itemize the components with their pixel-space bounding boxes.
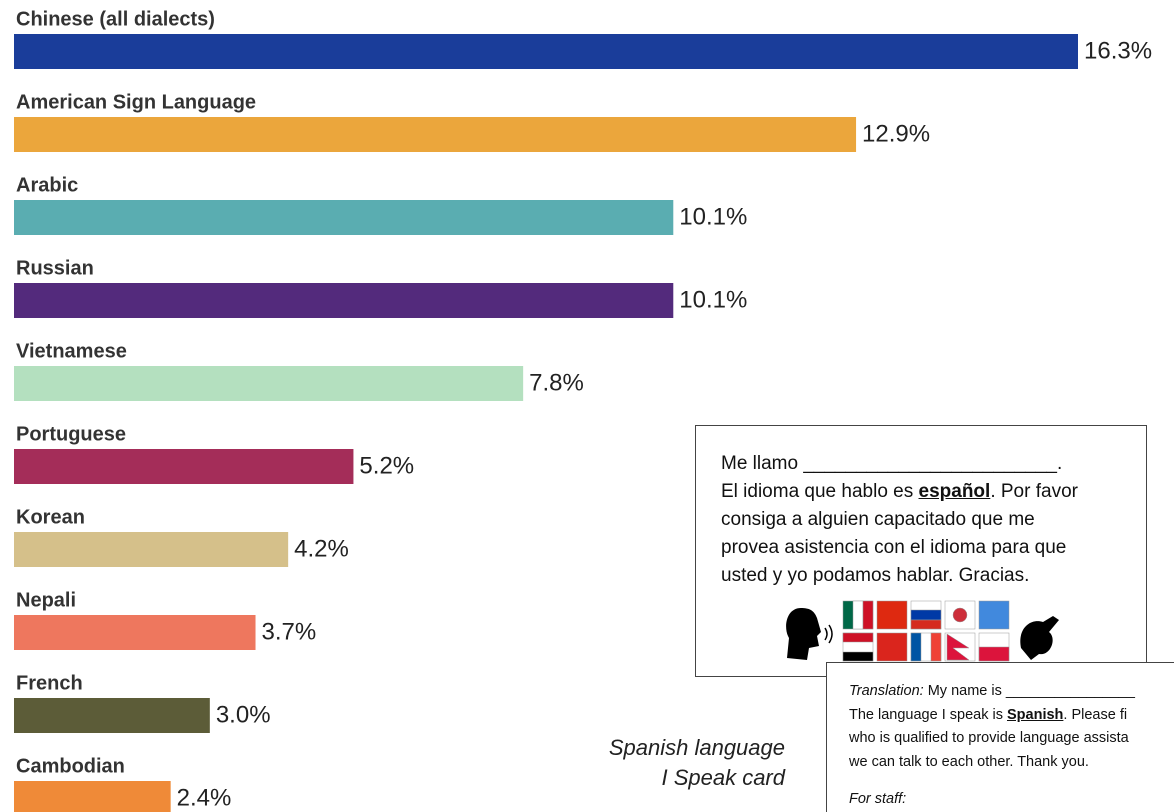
text: The language I speak is: [849, 706, 1007, 723]
bar: [14, 366, 524, 401]
bar: [14, 200, 674, 235]
card-line: For staff:: [849, 788, 1174, 812]
value-label: 4.2%: [294, 535, 349, 562]
card-line: consiga a alguien capacitado que me: [721, 509, 1035, 530]
bar: [14, 781, 171, 812]
icons: [786, 600, 1059, 662]
i-speak-card: Me llamo ________________________. El id…: [695, 425, 1147, 677]
value-label: 2.4%: [177, 784, 232, 811]
bar: [14, 283, 674, 318]
caption-line: I Speak card: [661, 765, 785, 790]
category-label: Vietnamese: [16, 340, 127, 362]
card-line: The language I speak is Spanish. Please …: [849, 704, 1174, 728]
category-label: Arabic: [16, 174, 78, 196]
category-label: Russian: [16, 257, 94, 279]
category-label: Chinese (all dialects): [16, 8, 215, 30]
bar: [14, 34, 1078, 69]
caption-line: Spanish language: [608, 735, 785, 760]
card-line: Translation: My name is ________________: [849, 680, 1174, 704]
category-label: American Sign Language: [16, 91, 256, 113]
text: My name is ________________: [923, 683, 1135, 699]
bar: [14, 698, 210, 733]
bar: [14, 449, 354, 484]
translation-card: Translation: My name is ________________…: [826, 662, 1174, 812]
value-label: 3.0%: [216, 701, 271, 728]
card-line: provea asistencia con el idioma para que: [721, 537, 1067, 558]
value-label: 16.3%: [1084, 37, 1152, 64]
value-label: 12.9%: [862, 120, 930, 147]
card-line: we can talk to each other. Thank you.: [849, 753, 1089, 770]
category-label: Nepali: [16, 589, 76, 611]
card-line: El idioma que hablo es español. Por favo…: [721, 478, 1146, 506]
card-line: usted y yo podamos hablar. Gracias.: [721, 565, 1030, 586]
caption: Spanish language I Speak card: [609, 733, 785, 793]
bar: [14, 117, 857, 152]
text: Translation:: [849, 683, 924, 699]
text: . Por favor: [990, 481, 1078, 502]
category-label: Korean: [16, 506, 85, 528]
category-label: French: [16, 672, 83, 694]
bar: [14, 615, 256, 650]
card-line: Me llamo ________________________.: [721, 453, 1063, 474]
category-label: Cambodian: [16, 755, 125, 777]
value-label: 10.1%: [679, 203, 747, 230]
card-line: who is qualified to provide language ass…: [849, 730, 1129, 746]
text: For staff:: [849, 791, 907, 807]
text: español: [918, 481, 991, 502]
value-label: 7.8%: [529, 369, 584, 396]
text: El idioma que hablo es: [721, 481, 919, 502]
value-label: 3.7%: [262, 618, 317, 645]
value-label: 10.1%: [679, 286, 747, 313]
category-label: Portuguese: [16, 423, 126, 445]
text: Spanish: [1007, 706, 1064, 723]
value-label: 5.2%: [359, 452, 414, 479]
bar: [14, 532, 289, 567]
text: . Please fi: [1063, 706, 1128, 723]
